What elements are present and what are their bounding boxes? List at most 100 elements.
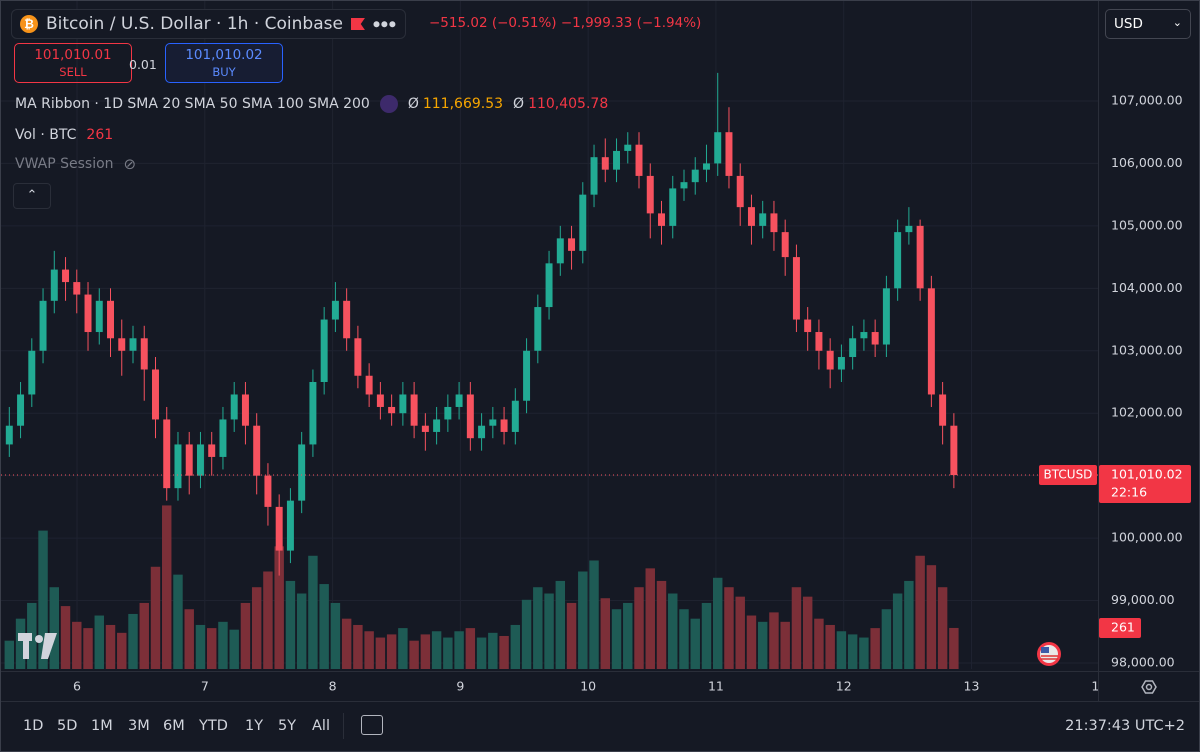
candle-body: [478, 425, 486, 439]
x-tick: 12: [836, 679, 852, 694]
volume-bar: [94, 615, 104, 669]
hidden-icon[interactable]: ⊘: [123, 155, 137, 173]
candle-body: [489, 419, 497, 426]
price-tag-bg: [1099, 465, 1191, 504]
volume-bar: [859, 637, 869, 669]
range-button[interactable]: 5D: [57, 718, 78, 734]
date-range-icon[interactable]: [361, 715, 383, 735]
collapse-button[interactable]: ⌃: [13, 183, 51, 209]
volume-bar: [634, 587, 644, 669]
range-button[interactable]: 5Y: [278, 718, 297, 734]
grid: [1, 1, 1098, 669]
volume-legend[interactable]: Vol · BTC 261: [15, 127, 113, 143]
volume-bar: [72, 621, 82, 669]
candle-body: [399, 394, 407, 414]
candle-body: [590, 157, 598, 195]
candle-body: [275, 506, 283, 551]
range-button[interactable]: All: [312, 718, 330, 734]
volume-bar: [4, 640, 15, 669]
price-change: −515.02 (−0.51%) −1,999.33 (−1.94%): [429, 15, 701, 31]
volume-bar: [341, 618, 352, 669]
ma-legend[interactable]: MA Ribbon · 1D SMA 20 SMA 50 SMA 100 SMA…: [15, 95, 608, 113]
volume-bar: [881, 609, 892, 669]
candle-body: [354, 338, 362, 376]
coin-icon: ₿: [20, 15, 38, 33]
volume-bar: [544, 593, 554, 669]
price-tag: 101,010.02: [1111, 467, 1183, 482]
flag[interactable]: [350, 18, 365, 30]
candle-body: [95, 300, 103, 333]
volume-bar: [409, 640, 419, 669]
volume-bar: [802, 596, 813, 669]
candle-body: [770, 213, 778, 233]
volume-bar: [668, 593, 678, 669]
volume-bar: [162, 505, 172, 669]
volume-bar: [285, 580, 296, 669]
sell-button[interactable]: 101,010.01 SELL: [14, 43, 132, 83]
volume-bar: [465, 628, 476, 669]
settings-icon[interactable]: [1141, 680, 1157, 694]
volume-bar: [218, 621, 228, 669]
volume-bar: [240, 602, 251, 669]
currency-select[interactable]: USD ⌄: [1105, 9, 1191, 39]
candle-body: [466, 394, 474, 439]
vwap-legend[interactable]: VWAP Session ⊘: [15, 155, 136, 173]
volume-bar: [139, 602, 149, 669]
volume-bar: [656, 580, 667, 669]
x-tick: 13: [964, 679, 980, 694]
x-tick: 8: [329, 679, 337, 694]
volume-bar: [431, 631, 442, 669]
candle-body: [905, 225, 913, 233]
volume-bar: [746, 615, 757, 669]
volume-bar: [589, 560, 599, 669]
x-tick-label: 8: [329, 679, 337, 694]
y-tick-label: 103,000.00: [1111, 342, 1183, 357]
volume-bar: [184, 609, 194, 669]
volume-bar: [937, 587, 948, 669]
volume-bar: [49, 587, 60, 669]
ma-title: MA Ribbon · 1D SMA 20 SMA 50 SMA 100 SMA…: [15, 96, 370, 112]
candle-body: [927, 288, 935, 395]
x-tick-label: 9: [456, 679, 464, 694]
x-tick: 9: [456, 679, 464, 694]
volume-bar: [701, 602, 712, 669]
candle-body: [635, 144, 643, 176]
candle-body: [545, 263, 553, 308]
vwap-title: VWAP Session: [15, 156, 114, 172]
candle-body: [444, 406, 452, 420]
candle-body: [185, 444, 193, 476]
change-1h: −515.02 (−0.51%): [429, 15, 557, 31]
separator: [343, 713, 344, 739]
candle-body: [241, 394, 249, 426]
volume-bar: [847, 634, 858, 669]
volume-bar: [443, 637, 453, 669]
candle-body: [725, 132, 733, 176]
volume-bar: [836, 631, 847, 669]
candle-body: [691, 169, 699, 183]
volume-bar: [319, 584, 329, 669]
volume-pane: [4, 505, 959, 669]
more-button[interactable]: ⦁⦁⦁: [372, 16, 397, 32]
x-tick: 6: [73, 679, 81, 694]
symbol-pill[interactable]: ₿ Bitcoin / U.S. Dollar · 1h · Coinbase …: [11, 9, 406, 39]
volume-bar: [713, 577, 723, 669]
buy-button[interactable]: 101,010.02 BUY: [165, 43, 283, 83]
range-button[interactable]: 1D: [23, 718, 44, 734]
candle-body: [343, 300, 351, 339]
axes: 98,000.0099,000.00100,000.00101,000.0010…: [73, 92, 1191, 694]
ma-icon[interactable]: [379, 95, 398, 113]
candle-body: [826, 350, 834, 370]
x-tick-label: 6: [73, 679, 81, 694]
range-button[interactable]: 1Y: [245, 718, 264, 734]
candle-body: [62, 269, 70, 283]
range-button[interactable]: 3M: [128, 718, 150, 734]
range-button[interactable]: YTD: [199, 718, 228, 734]
candle-body: [39, 300, 47, 351]
candle-body: [118, 338, 126, 351]
volume-bar: [274, 546, 284, 669]
candle-body: [747, 207, 755, 226]
range-button[interactable]: 1M: [91, 718, 113, 734]
tv-logo: [18, 633, 57, 659]
volume-bar: [521, 599, 532, 669]
range-button[interactable]: 6M: [163, 718, 185, 734]
